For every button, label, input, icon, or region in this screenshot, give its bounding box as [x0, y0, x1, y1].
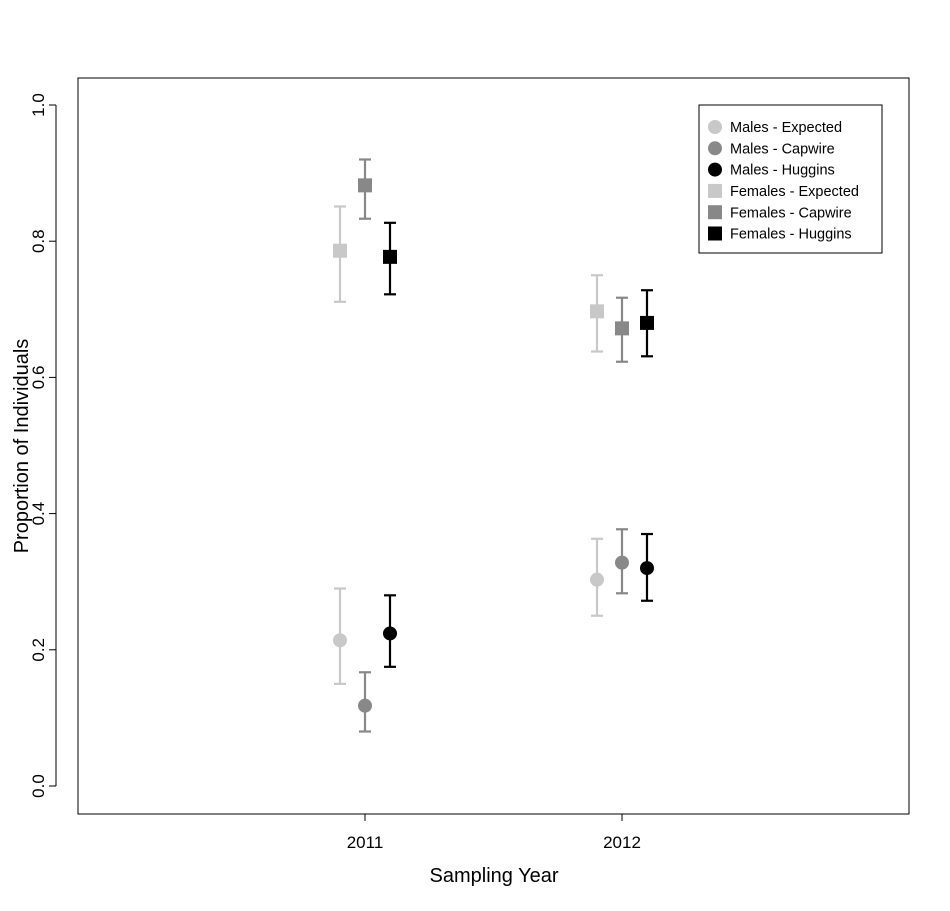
legend-marker — [708, 205, 722, 220]
legend-label: Males - Huggins — [730, 163, 835, 179]
legend-item: Males - Capwire — [708, 141, 835, 157]
x-tick-label: 2012 — [603, 833, 641, 852]
legend-label: Females - Expected — [730, 184, 859, 200]
data-point-group — [333, 205, 347, 303]
data-point — [383, 626, 397, 641]
data-point — [615, 555, 629, 570]
x-tick-label: 2011 — [347, 833, 384, 852]
y-tick-label: 0.2 — [29, 638, 48, 662]
legend-label: Females - Capwire — [730, 205, 852, 221]
x-axis: 2011 2012 — [347, 813, 641, 852]
data-point — [333, 243, 347, 258]
legend-item: Males - Huggins — [708, 162, 835, 179]
data-point — [358, 698, 372, 713]
data-point-group — [383, 594, 397, 668]
x-axis-label: Sampling Year — [430, 865, 559, 887]
data-point — [383, 249, 397, 264]
data-point — [640, 561, 654, 576]
data-point — [640, 315, 654, 330]
legend-label: Females - Huggins — [730, 227, 852, 243]
data-point-group — [358, 671, 372, 733]
data-marks — [333, 158, 654, 733]
data-point-group — [383, 221, 397, 296]
legend-item: Females - Capwire — [708, 205, 852, 221]
y-tick-label: 0.0 — [29, 774, 48, 798]
legend-marker — [708, 226, 722, 241]
legend-item: Females - Huggins — [708, 226, 852, 243]
y-tick-label: 1.0 — [29, 93, 48, 117]
y-axis-label: Proportion of Individuals — [11, 339, 33, 554]
legend-item: Males - Expected — [708, 120, 842, 136]
y-tick-label: 0.4 — [29, 502, 48, 526]
data-point-group — [358, 158, 372, 220]
legend-label: Males - Expected — [730, 120, 842, 136]
legend-marker — [708, 183, 722, 198]
data-point-group — [333, 587, 347, 685]
legend: Males - Expected Males - Capwire Males - H… — [698, 104, 883, 254]
data-point-group — [615, 296, 629, 363]
y-axis: 0.0 0.2 0.4 0.6 0.8 1.0 — [29, 93, 57, 798]
data-point — [590, 304, 604, 319]
data-point — [590, 572, 604, 587]
legend-box — [698, 104, 883, 254]
data-point — [615, 321, 629, 336]
data-point-group — [590, 537, 604, 617]
data-point-group — [640, 289, 654, 358]
data-point — [333, 633, 347, 648]
legend-marker — [708, 141, 722, 156]
legend-marker — [708, 162, 722, 177]
data-point — [358, 178, 372, 193]
data-point-group — [590, 274, 604, 353]
data-point-group — [615, 528, 629, 595]
y-tick-label: 0.8 — [29, 229, 48, 253]
data-point-group — [640, 532, 654, 602]
legend-marker — [708, 120, 722, 134]
legend-label: Males - Capwire — [730, 141, 835, 157]
y-tick-label: 0.6 — [29, 366, 48, 390]
legend-item: Females - Expected — [708, 183, 859, 200]
